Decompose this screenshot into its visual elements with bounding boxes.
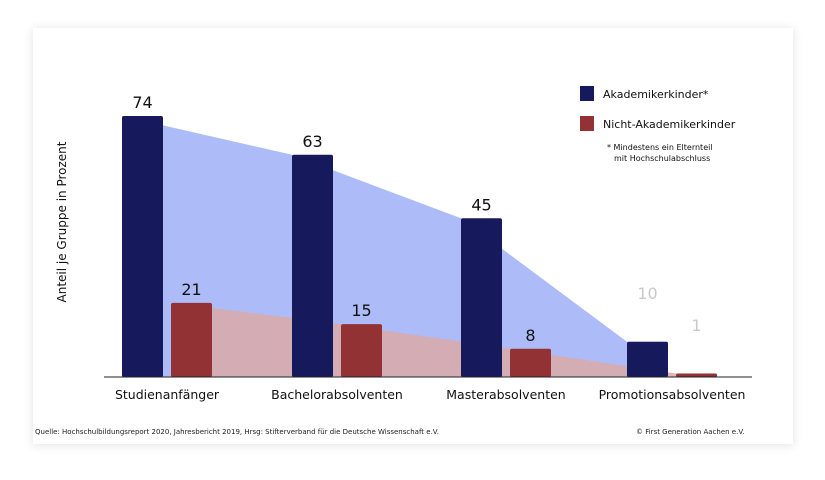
- legend-note-line-1: * Mindestens ein Elternteil: [607, 143, 713, 152]
- legend-label-nicht-akademiker: Nicht-Akademikerkinder: [603, 118, 736, 131]
- bars: [122, 116, 717, 377]
- legend-label-akademiker: Akademikerkinder*: [603, 88, 709, 101]
- y-axis-label: Anteil je Gruppe in Prozent: [55, 141, 69, 302]
- copyright-note: © First Generation Aachen e.V.: [636, 428, 745, 436]
- x-tick-label-0: Studienanfänger: [115, 387, 220, 402]
- data-labels: 74 63 45 10 21 15 8 1: [132, 93, 701, 345]
- x-tick-labels: Studienanfänger Bachelorabsolventen Master…: [115, 387, 745, 402]
- legend: Akademikerkinder* Nicht-Akademikerkinder…: [580, 86, 736, 163]
- x-tick-label-3: Promotionsabsolventen: [599, 387, 746, 402]
- data-label-akademiker-1: 63: [302, 132, 322, 151]
- bar-akademiker-1: [292, 154, 333, 377]
- bar-akademiker-3: [627, 341, 668, 377]
- data-label-nicht-akademiker-0: 21: [181, 280, 201, 299]
- bar-nicht-akademiker-3: [676, 373, 717, 377]
- legend-swatch-akademiker: [580, 86, 594, 101]
- bar-akademiker-2: [461, 218, 502, 377]
- x-tick-label-1: Bachelorabsolventen: [271, 387, 403, 402]
- data-label-akademiker-0: 74: [132, 93, 152, 112]
- bar-akademiker-0: [122, 116, 163, 377]
- data-label-akademiker-3: 10: [637, 284, 657, 303]
- data-label-nicht-akademiker-1: 15: [351, 301, 371, 320]
- bar-nicht-akademiker-2: [510, 348, 551, 377]
- data-label-nicht-akademiker-2: 8: [525, 326, 535, 345]
- legend-note-line-2: mit Hochschulabschluss: [614, 154, 710, 163]
- trend-area-akademiker: [122, 116, 668, 377]
- source-note: Quelle: Hochschulbildungsreport 2020, Ja…: [35, 428, 439, 436]
- data-label-akademiker-2: 45: [471, 195, 491, 214]
- data-label-nicht-akademiker-3: 1: [691, 316, 701, 335]
- legend-swatch-nicht-akademiker: [580, 116, 594, 131]
- bar-nicht-akademiker-0: [171, 302, 212, 377]
- x-tick-label-2: Masterabsolventen: [446, 387, 565, 402]
- bar-nicht-akademiker-1: [341, 324, 382, 377]
